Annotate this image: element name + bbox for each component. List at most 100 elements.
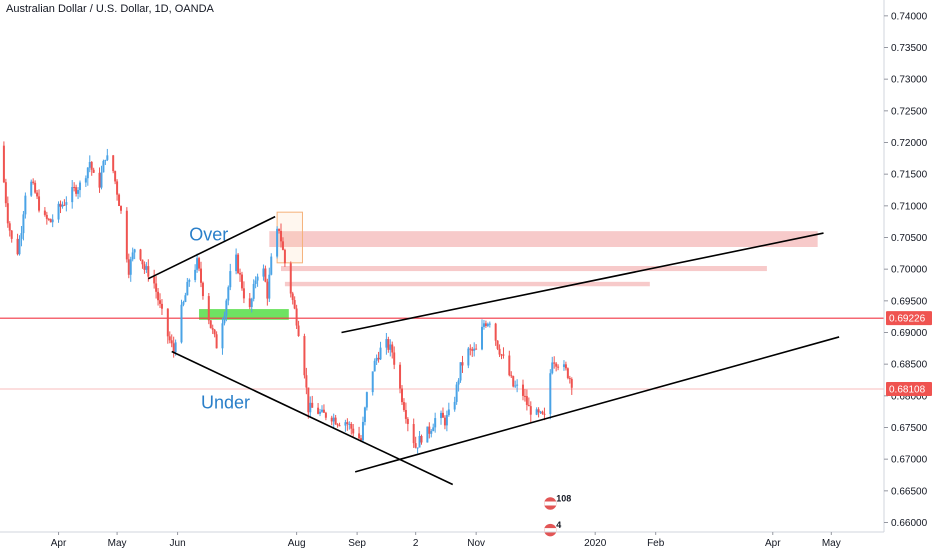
candle-body	[336, 424, 339, 426]
candle-body	[553, 362, 556, 364]
candle-body	[186, 281, 189, 296]
candle-body	[2, 145, 5, 183]
candle-body	[535, 409, 538, 415]
candle-body	[45, 214, 48, 219]
candle-body	[564, 364, 567, 369]
price-tick-label: 0.70500	[891, 233, 928, 244]
candle-body	[494, 323, 497, 341]
candle-body	[391, 344, 394, 353]
candle-body	[30, 181, 33, 196]
candle-body	[432, 427, 435, 432]
price-tick-label: 0.71500	[891, 170, 928, 181]
candle-body	[498, 348, 501, 355]
candle-body	[428, 426, 431, 434]
price-tick-label: 0.67500	[891, 423, 928, 434]
candle-body	[153, 276, 156, 284]
badges-layer[interactable]: 108 4	[542, 494, 571, 538]
candle-body	[86, 167, 89, 179]
candle-body	[443, 417, 446, 426]
candle-body	[486, 323, 489, 326]
candle-body	[180, 304, 183, 343]
candle-body	[350, 423, 353, 429]
candle-body	[92, 169, 95, 173]
zone-red	[269, 231, 818, 247]
candle-body	[481, 326, 484, 350]
candle-body	[84, 178, 87, 183]
candle-body	[248, 298, 251, 308]
candle-body	[239, 273, 242, 275]
trendlines-layer[interactable]	[147, 215, 840, 486]
candle-body	[303, 336, 306, 376]
candle-body	[276, 228, 279, 257]
candle-body	[352, 428, 355, 434]
candle-body	[496, 340, 499, 349]
candle-body	[311, 402, 314, 408]
candle-body	[389, 344, 392, 350]
candle-body	[414, 443, 417, 448]
candle-body	[385, 339, 388, 348]
candle-body	[320, 409, 323, 412]
trend-line	[171, 350, 454, 486]
candle-body	[399, 364, 402, 389]
candle-body	[297, 325, 300, 337]
candle-body	[295, 308, 298, 326]
candle-body	[418, 435, 421, 448]
candle-body	[184, 295, 187, 302]
candle-body	[242, 288, 245, 299]
candle-body	[549, 373, 552, 415]
trend-line	[354, 336, 840, 473]
time-tick-label: Aug	[288, 538, 306, 549]
price-tick-label: 0.66500	[891, 486, 928, 497]
candle-body	[471, 349, 474, 351]
candle-body	[455, 384, 458, 402]
candle-body	[188, 279, 191, 282]
candle-body	[568, 377, 571, 380]
candle-body	[174, 342, 177, 353]
zones-layer	[199, 211, 818, 320]
candle-body	[32, 181, 35, 183]
candle-body	[65, 202, 68, 205]
candle-body	[252, 283, 255, 299]
candle-body	[482, 323, 485, 327]
candle-body	[393, 352, 396, 365]
zone-green	[199, 309, 289, 320]
price-tick-label: 0.68000	[891, 391, 928, 402]
candle-body	[268, 274, 271, 299]
candle-body	[283, 249, 286, 264]
candle-body	[555, 363, 558, 367]
candle-body	[406, 418, 409, 425]
candle-body	[537, 409, 540, 413]
candle-body	[18, 238, 21, 255]
annotations-layer: Over Under	[189, 225, 250, 413]
candle-body	[116, 181, 119, 195]
candle-body	[225, 300, 228, 316]
candle-body	[338, 425, 341, 427]
candle-body	[360, 438, 363, 441]
candle-body	[426, 426, 429, 443]
candle-body	[170, 340, 173, 344]
candle-body	[361, 421, 364, 441]
time-tick-label: Jun	[170, 538, 186, 549]
candle-body	[461, 362, 464, 366]
candle-body	[387, 339, 390, 350]
candle-body	[166, 308, 169, 337]
candle-body	[57, 203, 60, 220]
candle-body	[63, 204, 66, 206]
candle-body	[420, 435, 423, 443]
candle-body	[557, 366, 560, 368]
candle-body	[291, 293, 294, 301]
candle-body	[207, 296, 210, 321]
candle-body	[10, 230, 13, 239]
trend-line	[341, 232, 824, 334]
candle-body	[375, 357, 378, 361]
annotation-label: Under	[201, 393, 250, 413]
price-tag	[886, 381, 932, 396]
candle-body	[570, 379, 573, 388]
candle-body	[434, 418, 437, 428]
candle-body	[172, 343, 175, 353]
time-tick-label: Nov	[467, 538, 485, 549]
candle-body	[440, 412, 443, 419]
candle-body	[459, 362, 462, 381]
